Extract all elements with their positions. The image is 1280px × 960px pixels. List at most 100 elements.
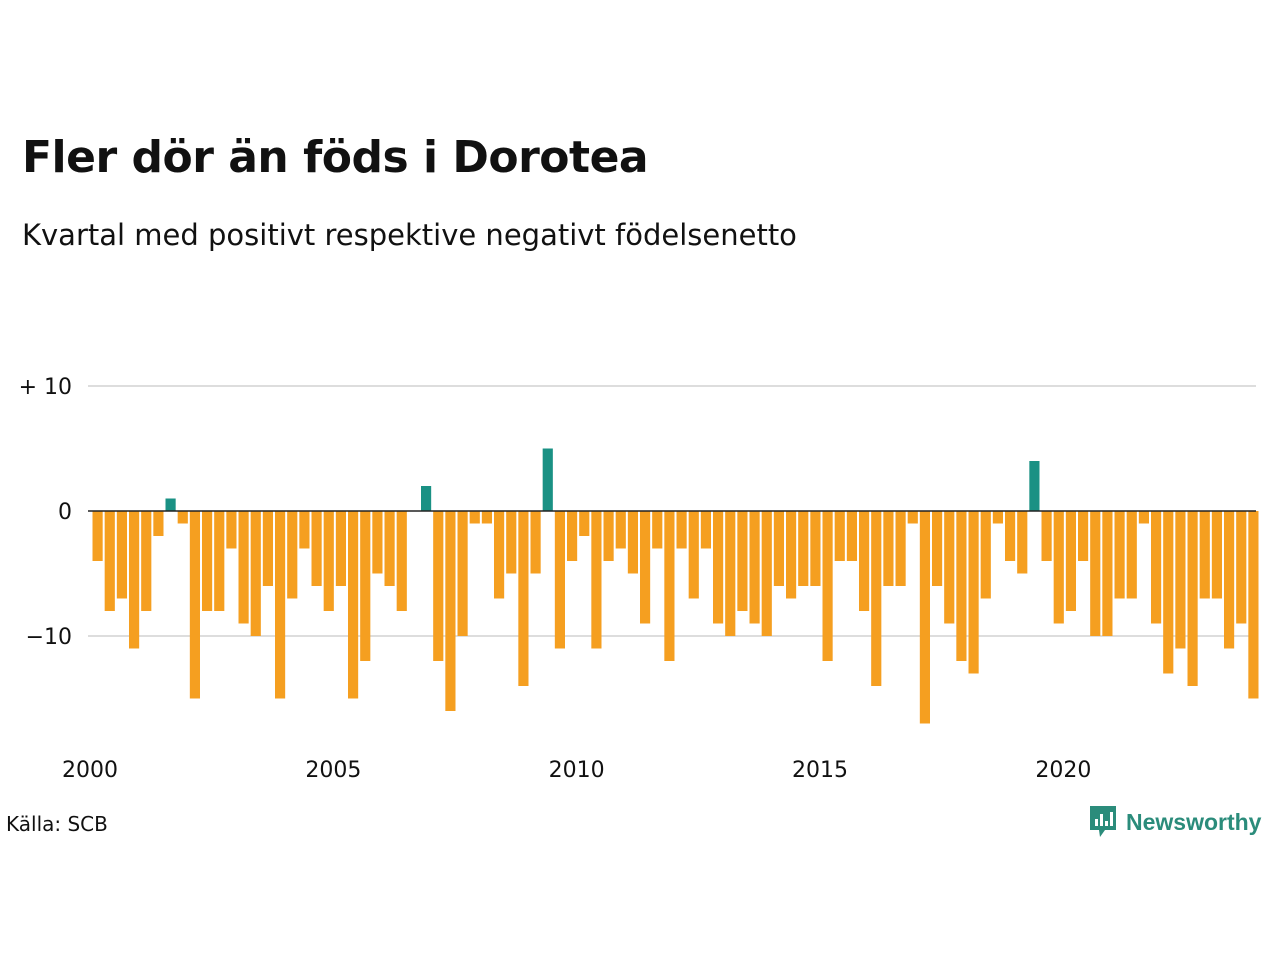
bar (919, 511, 930, 724)
bar (737, 511, 748, 611)
bar (104, 511, 115, 611)
bar (335, 511, 346, 586)
bar (603, 511, 614, 561)
bar (798, 511, 809, 586)
bar (956, 511, 967, 661)
bar (1163, 511, 1174, 674)
bar (859, 511, 870, 611)
bar (506, 511, 517, 574)
bar (189, 511, 200, 699)
bar (749, 511, 760, 624)
bar (907, 511, 918, 524)
bar (530, 511, 541, 574)
bar (992, 511, 1003, 524)
bar (1078, 511, 1089, 561)
bar (165, 498, 176, 511)
bar (360, 511, 371, 661)
bar (883, 511, 894, 586)
y-tick-label: −10 (26, 625, 72, 650)
bar (384, 511, 395, 586)
bar (786, 511, 797, 599)
bar (457, 511, 468, 636)
bar (640, 511, 651, 624)
bar (1236, 511, 1247, 624)
bar (287, 511, 298, 599)
bar (810, 511, 821, 586)
bar (141, 511, 152, 611)
bar (615, 511, 626, 549)
x-tick-label: 2015 (792, 758, 848, 783)
y-tick-label: + 10 (19, 375, 72, 400)
bar (944, 511, 955, 624)
bar (968, 511, 979, 674)
bar (153, 511, 164, 536)
bar (895, 511, 906, 586)
bar (518, 511, 529, 686)
bar (1017, 511, 1028, 574)
bar (226, 511, 237, 549)
bar (262, 511, 273, 586)
bar (846, 511, 857, 561)
bar (299, 511, 310, 549)
bar (214, 511, 225, 611)
bar (1102, 511, 1113, 636)
bar (433, 511, 444, 661)
bar (116, 511, 127, 599)
brand-logo: Newsworthy (1088, 804, 1261, 840)
bar (688, 511, 699, 599)
bar (567, 511, 578, 561)
bar (700, 511, 711, 549)
bar (1248, 511, 1259, 699)
bar (1187, 511, 1198, 686)
bar (1053, 511, 1064, 624)
chart-title: Fler dör än föds i Dorotea (22, 132, 649, 183)
bar (469, 511, 480, 524)
bar (664, 511, 675, 661)
bar (871, 511, 882, 686)
chart-subtitle: Kvartal med positivt respektive negativt… (22, 218, 797, 252)
x-tick-label: 2010 (549, 758, 605, 783)
bar (129, 511, 140, 649)
bar-chart: + 10 0 −10 2000 2005 2010 2015 2020 (19, 375, 1259, 783)
source-note: Källa: SCB (6, 812, 108, 836)
bar (554, 511, 565, 649)
y-tick-label: 0 (58, 500, 72, 525)
x-tick-label: 2005 (305, 758, 361, 783)
bar (445, 511, 456, 711)
bar (773, 511, 784, 586)
bar (396, 511, 407, 611)
bar (542, 448, 553, 511)
bar (1138, 511, 1149, 524)
bar (1224, 511, 1235, 649)
x-tick-label: 2020 (1035, 758, 1091, 783)
bar (348, 511, 359, 699)
bar (652, 511, 663, 549)
bar (761, 511, 772, 636)
bar (421, 486, 432, 511)
bar (1114, 511, 1125, 599)
bar (627, 511, 638, 574)
bar (323, 511, 334, 611)
bar (275, 511, 286, 699)
bar (932, 511, 943, 586)
bar (1126, 511, 1137, 599)
bar (1090, 511, 1101, 636)
bar (311, 511, 322, 586)
bar (202, 511, 213, 611)
bar (372, 511, 383, 574)
bar (834, 511, 845, 561)
bar (1041, 511, 1052, 561)
bar (177, 511, 188, 524)
bar (713, 511, 724, 624)
brand-name: Newsworthy (1126, 808, 1262, 835)
bar (1199, 511, 1210, 599)
bar (494, 511, 505, 599)
bar (676, 511, 687, 549)
bar (1175, 511, 1186, 649)
bar (92, 511, 103, 561)
bar (1211, 511, 1222, 599)
bar (238, 511, 249, 624)
bar (579, 511, 590, 536)
bar (250, 511, 261, 636)
bar (1151, 511, 1162, 624)
